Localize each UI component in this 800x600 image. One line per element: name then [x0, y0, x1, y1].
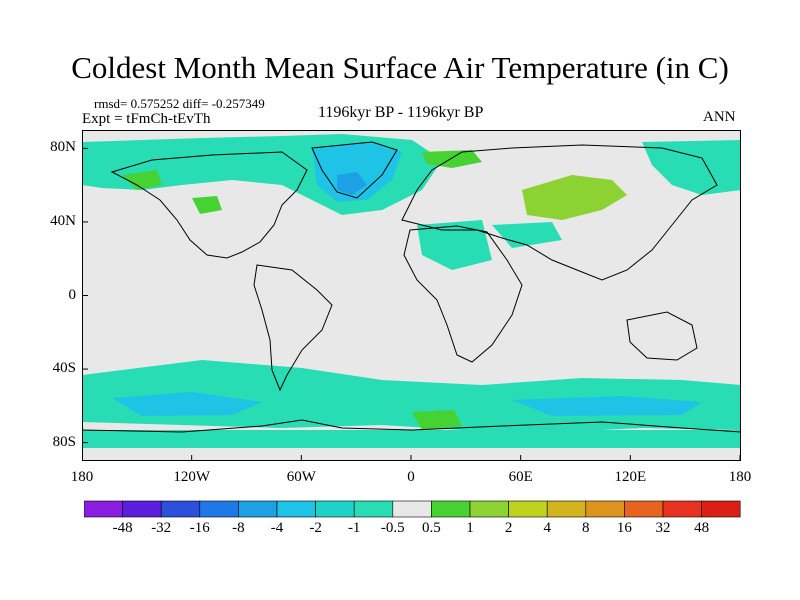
colorbar-label: 2 [504, 520, 513, 536]
colorbar-label: 32 [655, 520, 671, 536]
colorbar-label: 16 [616, 520, 632, 536]
colorbar-box [392, 500, 432, 518]
colorbar-box [624, 500, 664, 518]
anomaly-region-southern-indian [512, 396, 702, 416]
anomaly-region-na-west-warm [192, 196, 222, 214]
colorbar-label: -8 [232, 520, 245, 536]
colorbar-box [701, 500, 741, 518]
chart-title: Coldest Month Mean Surface Air Temperatu… [71, 50, 729, 85]
anomaly-region-alaska-warm [122, 170, 162, 190]
anomaly-region-antarctic-warm [412, 410, 462, 430]
x-tick-label: 60E [508, 469, 533, 485]
y-tick-label: 80S [52, 433, 76, 450]
x-tick-label: 60W [286, 469, 316, 485]
coastline-south-america [253, 264, 333, 392]
coastline-australia [626, 311, 698, 361]
colorbar-box [508, 500, 548, 518]
anomaly-shading [82, 134, 741, 448]
colorbar-label: -48 [112, 520, 133, 536]
y-tick-label: 80N [50, 139, 76, 156]
colorbar-label: 4 [543, 520, 551, 536]
stats-text: rmsd= 0.575252 diff= -0.257349 [94, 96, 265, 111]
colorbar-boxes [84, 500, 741, 518]
season-label: ANN [703, 109, 736, 125]
x-tick-label: 0 [407, 469, 415, 485]
colorbar-label: 0.5 [422, 520, 441, 536]
colorbar-box [84, 500, 123, 518]
coastline-north-america [110, 151, 308, 259]
colorbar-box [546, 500, 587, 518]
colorbar-label: -2 [309, 520, 322, 536]
coastline-eurasia [401, 144, 718, 281]
x-axis-ticks [82, 455, 741, 461]
colorbar-label: -16 [189, 520, 210, 536]
colorbar-box [431, 500, 471, 518]
colorbar-box [353, 500, 394, 518]
colorbar-box [276, 500, 316, 518]
anomaly-region-north-pacific [642, 140, 741, 195]
colorbar-box [160, 500, 201, 518]
y-tick-label: 40N [50, 212, 76, 229]
colorbar-label: -0.5 [380, 520, 405, 536]
anomaly-region-siberia-warm [522, 175, 627, 220]
colorbar-box [585, 500, 625, 518]
colorbar-label: -4 [270, 520, 284, 536]
y-axis-ticks [82, 147, 88, 444]
coastlines [82, 141, 741, 433]
colorbar-box [469, 500, 509, 518]
x-tick-label: 180 [728, 469, 752, 485]
colorbar-box [238, 500, 278, 518]
anomaly-region-scandinavia-warm [422, 150, 482, 168]
anomaly-region-southern-ocean-core [112, 392, 262, 416]
anomaly-region-sahara [417, 220, 492, 270]
coastline-greenland [311, 141, 398, 199]
colorbar-box [315, 500, 355, 518]
colorbar-box [199, 500, 239, 518]
coastline-africa [403, 225, 523, 363]
x-tick-label: 120W [173, 469, 210, 485]
experiment-label: Expt = tFmCh-tEvTh [82, 111, 211, 127]
anomaly-region-antarctic-coast [82, 430, 741, 448]
x-tick-label: 120E [614, 469, 647, 485]
colorbar-label: 8 [582, 520, 590, 536]
anomaly-region-greenland-core [337, 172, 367, 195]
x-tick-label: 180 [70, 469, 94, 485]
colorbar [84, 500, 741, 518]
colorbar-label: 48 [694, 520, 710, 536]
y-tick-label: 40S [52, 360, 76, 377]
colorbar-box [662, 500, 702, 518]
colorbar-label: 1 [466, 520, 474, 536]
colorbar-label: -32 [151, 520, 172, 536]
colorbar-label: -1 [347, 520, 361, 536]
map-plot [82, 130, 741, 461]
colorbar-box [122, 500, 162, 518]
anomaly-region-mideast [492, 222, 562, 248]
coastline-antarctica [82, 419, 741, 433]
period-label: 1196kyr BP - 1196kyr BP [318, 104, 484, 121]
y-tick-label: 0 [68, 286, 77, 303]
